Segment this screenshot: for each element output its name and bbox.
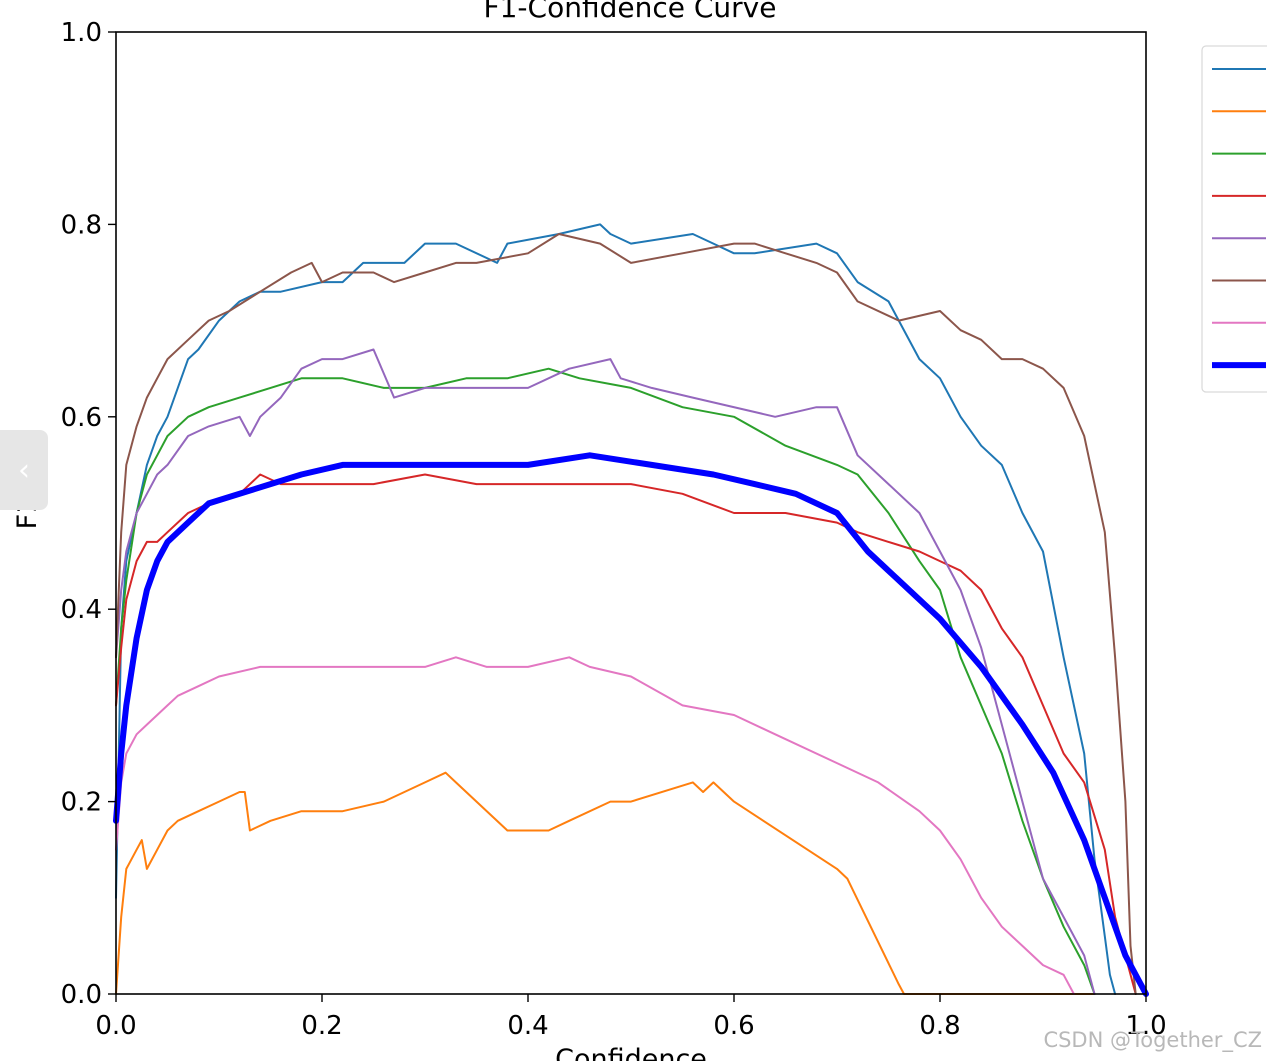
x-tick-label: 0.8 bbox=[919, 1011, 960, 1041]
x-tick-label: 0.0 bbox=[95, 1011, 136, 1041]
y-tick-label: 0.4 bbox=[61, 595, 102, 625]
plot-frame bbox=[115, 31, 1147, 995]
y-tick-label: 0.2 bbox=[61, 788, 102, 818]
chart-title: F1-Confidence Curve bbox=[484, 0, 777, 24]
series-line-class-2 bbox=[115, 771, 1096, 995]
series-line-all-classes bbox=[113, 452, 1149, 997]
series-line-class-5 bbox=[115, 348, 1096, 995]
x-tick-label: 0.6 bbox=[713, 1011, 754, 1041]
x-tick-label: 1.0 bbox=[1125, 1011, 1166, 1041]
y-tick-label: 1.0 bbox=[61, 18, 102, 48]
series-line-class-6 bbox=[115, 233, 1137, 995]
legend-entries: class 1class 2class 3class 4class 5class… bbox=[1212, 68, 1266, 369]
y-tick-label: 0.8 bbox=[61, 210, 102, 240]
x-tick-label: 0.4 bbox=[507, 1011, 548, 1041]
series-line-class-4 bbox=[115, 473, 1137, 995]
chevron-left-icon: ‹ bbox=[18, 452, 30, 488]
y-tick-label: 0.6 bbox=[61, 403, 102, 433]
x-tick-label: 0.2 bbox=[301, 1011, 342, 1041]
series-line-class-7 bbox=[115, 656, 1075, 995]
x-axis-label: Confidence bbox=[555, 1044, 707, 1061]
series-line-class-1 bbox=[115, 223, 1117, 995]
y-tick-label: 0.0 bbox=[61, 980, 102, 1010]
x-axis: 0.0 0.2 0.4 0.6 0.8 1.0 bbox=[95, 994, 1167, 1041]
series-line-class-3 bbox=[115, 367, 1096, 995]
y-axis: 0.0 0.2 0.4 0.6 0.8 1.0 bbox=[61, 18, 116, 1010]
watermark: CSDN @Together_CZ bbox=[1043, 1028, 1262, 1053]
series-layer bbox=[113, 223, 1149, 997]
legend: class 1class 2class 3class 4class 5class… bbox=[1201, 45, 1267, 393]
legend-frame bbox=[1201, 45, 1267, 393]
prev-nav-button[interactable]: ‹ bbox=[0, 430, 48, 510]
